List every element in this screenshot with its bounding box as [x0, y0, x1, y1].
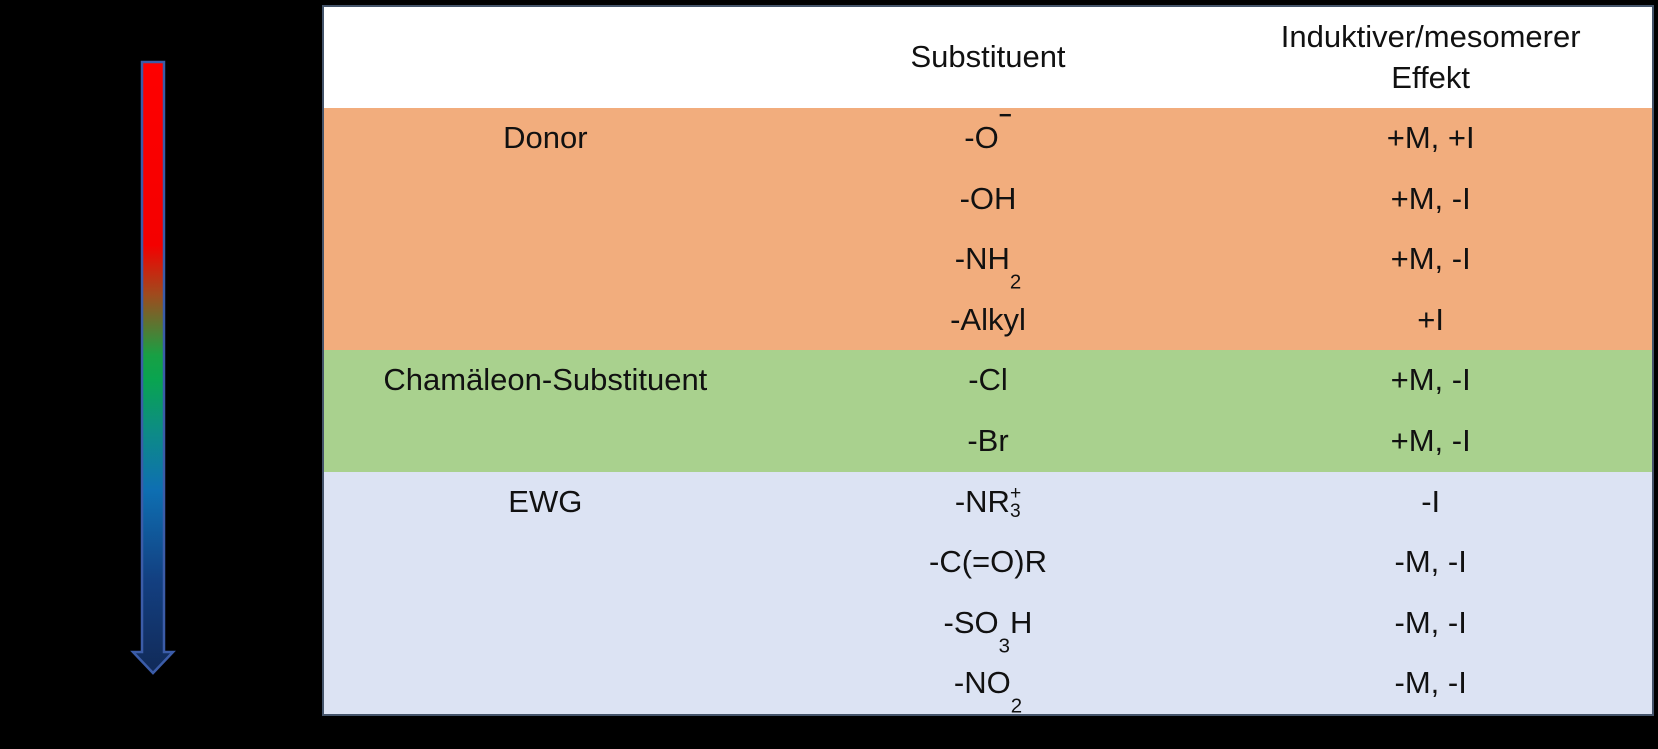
effect-cell: -M, -I	[1209, 653, 1652, 714]
substituent-cell: -Alkyl	[766, 289, 1210, 351]
substituent-cell: -Cl	[766, 350, 1210, 411]
header-cell-substituent: Substituent	[766, 7, 1210, 108]
category-cell	[324, 289, 767, 351]
category-cell: Chamäleon-Substituent	[324, 350, 767, 411]
effect-cell: -I	[1209, 471, 1652, 533]
effect-cell: +I	[1209, 289, 1652, 351]
gradient-down-arrow-icon	[128, 59, 176, 677]
effect-cell: +M, -I	[1209, 229, 1652, 290]
substituent-cell: -NO 2	[766, 653, 1210, 718]
substituent-effects-table: Substituent Induktiver/mesomerer Effekt …	[322, 5, 1654, 718]
substituent-cell: -Br	[766, 410, 1210, 472]
effect-cell: -M, -I	[1209, 532, 1652, 593]
category-cell	[324, 229, 767, 290]
header-cell-effect: Induktiver/mesomerer Effekt	[1209, 7, 1652, 108]
category-cell	[324, 168, 767, 230]
category-cell	[324, 592, 767, 654]
substituent-cell: -NR +3	[766, 471, 1210, 533]
substituent-cell: -O −	[766, 102, 1210, 169]
effect-cell: -M, -I	[1209, 592, 1652, 654]
effect-cell: +M, -I	[1209, 410, 1652, 472]
header-effect-line2: Effekt	[1391, 59, 1470, 95]
category-cell: EWG	[324, 471, 767, 533]
substituent-cell: -NH 2	[766, 229, 1210, 294]
substituent-cell: -C(=O)R	[766, 532, 1210, 593]
gradient-down-arrow-svg	[130, 60, 176, 675]
substituent-cell: -SO 3 H	[766, 592, 1210, 658]
effect-cell: +M, -I	[1209, 168, 1652, 230]
substituent-cell: -OH	[766, 168, 1210, 230]
effect-cell: +M, -I	[1209, 350, 1652, 411]
category-cell	[324, 653, 767, 714]
header-cell-category	[324, 7, 767, 108]
category-cell: Donor	[324, 108, 767, 169]
category-cell	[324, 410, 767, 472]
header-effect-line1: Induktiver/mesomerer	[1280, 18, 1581, 54]
category-cell	[324, 532, 767, 593]
effect-cell: +M, +I	[1209, 108, 1652, 169]
